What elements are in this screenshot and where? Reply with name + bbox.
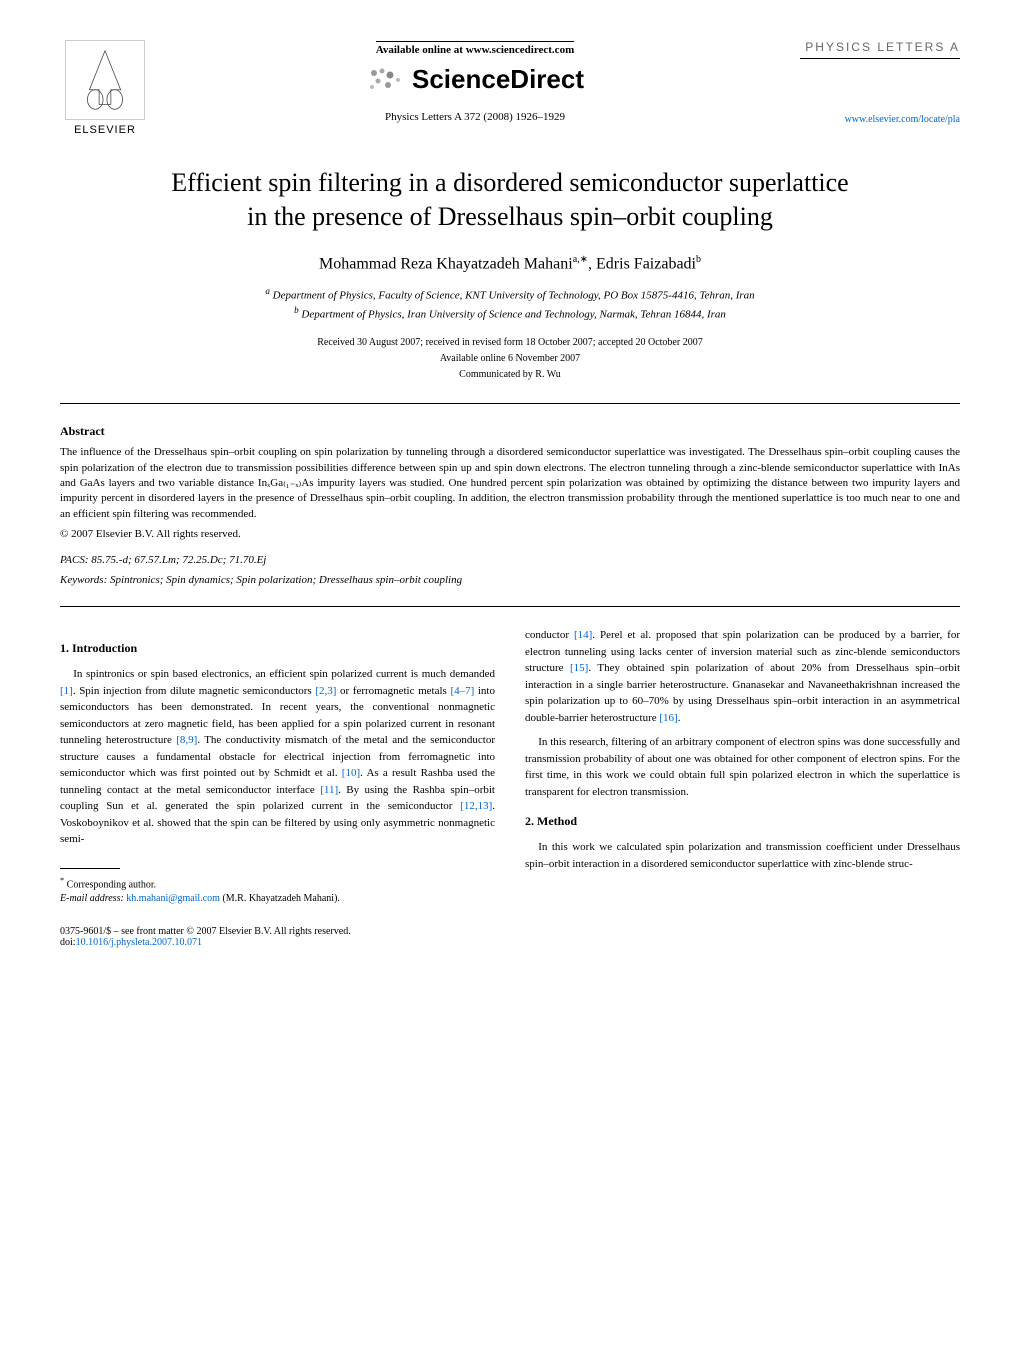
communicated-by: Communicated by R. Wu [60, 367, 960, 383]
sciencedirect-logo: ScienceDirect [170, 64, 780, 95]
affiliation-b: Department of Physics, Iran University o… [301, 309, 725, 321]
divider [60, 403, 960, 404]
affiliation-a: Department of Physics, Faculty of Scienc… [273, 290, 755, 302]
journal-url-link[interactable]: www.elsevier.com/locate/pla [845, 114, 960, 125]
divider-2 [60, 606, 960, 607]
email-label: E-mail address: [60, 893, 124, 904]
keywords-label: Keywords: [60, 574, 107, 586]
method-heading: 2. Method [525, 814, 960, 829]
ref-2-3[interactable]: [2,3] [315, 685, 336, 697]
body-columns: 1. Introduction In spintronics or spin b… [60, 627, 960, 906]
title-line-2: in the presence of Dresselhaus spin–orbi… [247, 202, 773, 231]
abstract-copyright: © 2007 Elsevier B.V. All rights reserved… [60, 528, 960, 540]
affiliations: a Department of Physics, Faculty of Scie… [60, 285, 960, 323]
ref-15[interactable]: [15] [570, 662, 588, 674]
pacs-codes: 85.75.-d; 67.57.Lm; 72.25.Dc; 71.70.Ej [91, 554, 266, 566]
available-online-text: Available online at www.sciencedirect.co… [376, 41, 574, 56]
elsevier-tree-icon [65, 40, 145, 120]
footnote-separator [60, 868, 120, 869]
page-footer: 0375-9601/$ – see front matter © 2007 El… [60, 926, 960, 948]
authors: Mohammad Reza Khayatzadeh Mahania,∗, Edr… [60, 254, 960, 273]
page-header: ELSEVIER Available online at www.science… [60, 40, 960, 136]
right-column: conductor [14]. Perel et al. proposed th… [525, 627, 960, 906]
ref-8-9[interactable]: [8,9] [176, 734, 197, 746]
keywords-text: Spintronics; Spin dynamics; Spin polariz… [110, 574, 462, 586]
front-matter: 0375-9601/$ – see front matter © 2007 El… [60, 926, 351, 937]
intro-paragraph-3: In this research, filtering of an arbitr… [525, 734, 960, 800]
ref-11[interactable]: [11] [320, 784, 338, 796]
doi-link[interactable]: 10.1016/j.physleta.2007.10.071 [76, 937, 202, 948]
right-header: PHYSICS LETTERS A www.elsevier.com/locat… [800, 40, 960, 127]
title-line-1: Efficient spin filtering in a disordered… [171, 168, 848, 197]
elsevier-logo: ELSEVIER [60, 40, 150, 136]
abstract-text: The influence of the Dresselhaus spin–or… [60, 445, 960, 522]
keywords: Keywords: Spintronics; Spin dynamics; Sp… [60, 574, 960, 586]
email-person: (M.R. Khayatzadeh Mahani). [222, 893, 339, 904]
author-1: Mohammad Reza Khayatzadeh Mahani [319, 255, 573, 272]
footer-left: 0375-9601/$ – see front matter © 2007 El… [60, 926, 351, 948]
center-header: Available online at www.sciencedirect.co… [150, 40, 800, 123]
doi-label: doi: [60, 937, 76, 948]
elsevier-label: ELSEVIER [74, 124, 136, 136]
sciencedirect-text: ScienceDirect [412, 64, 584, 95]
received-date: Received 30 August 2007; received in rev… [60, 335, 960, 351]
author-2-sup: b [696, 254, 701, 265]
article-dates: Received 30 August 2007; received in rev… [60, 335, 960, 383]
author-1-sup: a,∗ [573, 254, 588, 265]
intro-paragraph-1: In spintronics or spin based electronics… [60, 666, 495, 848]
ref-14[interactable]: [14] [574, 629, 592, 641]
pacs-label: PACS: [60, 554, 89, 566]
abstract-heading: Abstract [60, 424, 960, 439]
ref-16[interactable]: [16] [659, 712, 677, 724]
left-column: 1. Introduction In spintronics or spin b… [60, 627, 495, 906]
intro-heading: 1. Introduction [60, 641, 495, 656]
corresponding-author: Corresponding author. [67, 879, 156, 890]
article-title: Efficient spin filtering in a disordered… [60, 166, 960, 234]
pacs: PACS: 85.75.-d; 67.57.Lm; 72.25.Dc; 71.7… [60, 554, 960, 566]
sciencedirect-dots-icon [366, 65, 406, 95]
ref-10[interactable]: [10] [342, 767, 360, 779]
author-2: Edris Faizabadi [596, 255, 696, 272]
journal-reference: Physics Letters A 372 (2008) 1926–1929 [170, 111, 780, 123]
intro-paragraph-2: conductor [14]. Perel et al. proposed th… [525, 627, 960, 726]
online-date: Available online 6 November 2007 [60, 351, 960, 367]
footnote-block: * Corresponding author. E-mail address: … [60, 875, 495, 906]
ref-12-13[interactable]: [12,13] [460, 800, 492, 812]
journal-name: PHYSICS LETTERS A [800, 40, 960, 59]
author-email-link[interactable]: kh.mahani@gmail.com [126, 893, 220, 904]
ref-4-7[interactable]: [4–7] [450, 685, 474, 697]
method-paragraph-1: In this work we calculated spin polariza… [525, 839, 960, 872]
ref-1[interactable]: [1] [60, 685, 73, 697]
